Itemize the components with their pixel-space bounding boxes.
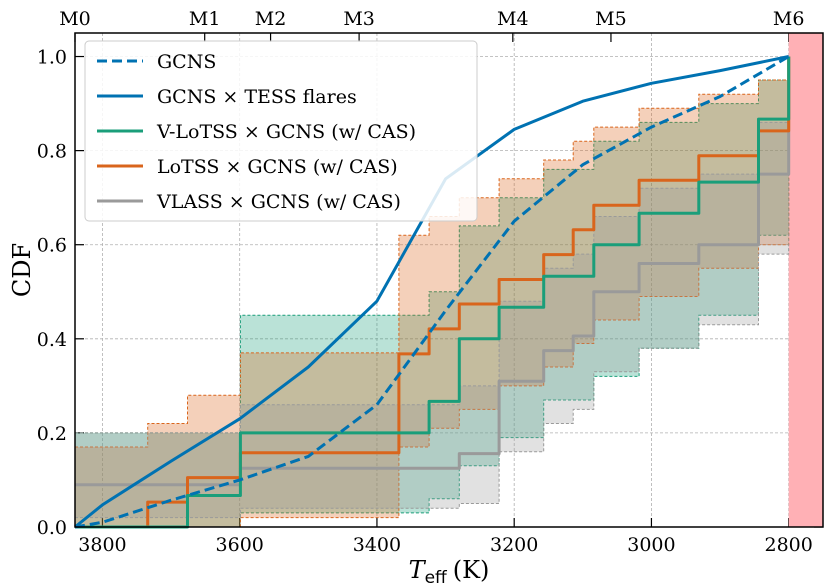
x-tick-label: 3000 bbox=[627, 534, 675, 556]
x-tick-label: 3200 bbox=[490, 534, 538, 556]
shaded-region bbox=[788, 33, 823, 527]
x-axis-label: Teff (K) bbox=[409, 556, 490, 588]
series-line bbox=[74, 55, 790, 529]
series-line bbox=[75, 56, 791, 487]
legend-box bbox=[84, 40, 478, 222]
y-axis-label: CDF bbox=[8, 243, 36, 297]
x-tick-label: 3600 bbox=[216, 534, 264, 556]
x-label-subscript: eff bbox=[425, 568, 448, 588]
x2-tick-label: M3 bbox=[343, 8, 375, 30]
legend-label: LoTSS × GCNS (w/ CAS) bbox=[157, 156, 398, 178]
y-tick-label: 0.8 bbox=[37, 141, 67, 163]
x2-tick-label: M5 bbox=[595, 8, 627, 30]
legend: GCNS GCNS × TESS flares V-LoTSS × GCNS (w/… bbox=[84, 40, 478, 222]
legend-label: GCNS bbox=[157, 51, 216, 73]
legend-label: GCNS × TESS flares bbox=[157, 86, 357, 108]
x2-tick-label: M4 bbox=[497, 8, 529, 30]
x2-tick-label: M6 bbox=[773, 8, 805, 30]
x2-tick-label: M0 bbox=[59, 8, 91, 30]
x2-tick-label: M1 bbox=[189, 8, 221, 30]
x-tick-label: 3400 bbox=[353, 534, 401, 556]
series-line bbox=[75, 56, 791, 529]
x-label-unit: (K) bbox=[453, 556, 490, 584]
x-label-symbol: T bbox=[409, 556, 427, 584]
x-tick-label: 2800 bbox=[765, 534, 813, 556]
plot-frame bbox=[74, 32, 824, 528]
y-tick-label: 0.6 bbox=[37, 235, 67, 257]
legend-label: VLASS × GCNS (w/ CAS) bbox=[156, 191, 401, 213]
x-tick-label: 3800 bbox=[78, 534, 126, 556]
legend-label: V-LoTSS × GCNS (w/ CAS) bbox=[156, 121, 416, 143]
y-tick-label: 1.0 bbox=[37, 47, 67, 69]
y-tick-label: 0.2 bbox=[37, 423, 67, 445]
band-lower bbox=[75, 150, 790, 528]
band-lower bbox=[75, 150, 790, 519]
series-line bbox=[74, 55, 790, 529]
y-tick-label: 0.0 bbox=[37, 517, 67, 539]
band-upper bbox=[75, 56, 790, 434]
band-fill bbox=[75, 56, 789, 518]
x2-tick-label: M2 bbox=[255, 8, 287, 30]
band-upper bbox=[75, 56, 790, 448]
band-lower bbox=[75, 150, 790, 528]
y-tick-label: 0.4 bbox=[37, 329, 67, 351]
series-line bbox=[75, 56, 791, 529]
